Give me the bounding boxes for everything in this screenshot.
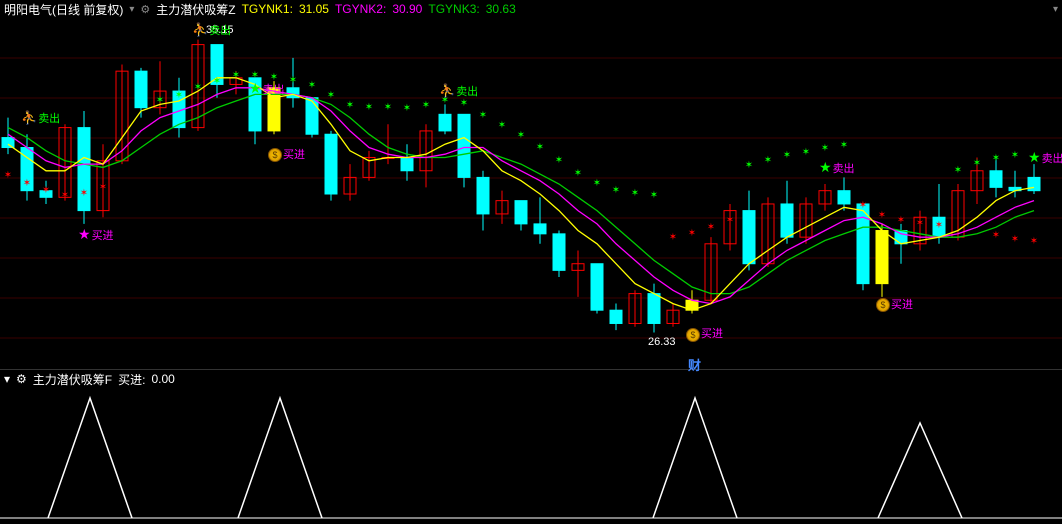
sub-indicator-name: 主力潜伏吸筹F xyxy=(33,371,112,388)
svg-text:✶: ✶ xyxy=(384,102,392,113)
svg-text:✶: ✶ xyxy=(80,188,88,199)
signal-buy: ★买进 xyxy=(78,226,114,243)
svg-text:✶: ✶ xyxy=(403,103,411,114)
tgynk3-value: 30.63 xyxy=(486,2,516,16)
person-icon: ⛹ xyxy=(192,22,208,37)
sub-indicator-chart[interactable] xyxy=(0,388,1062,524)
svg-text:✶: ✶ xyxy=(460,98,468,109)
svg-text:✶: ✶ xyxy=(745,160,753,171)
signal-sell: ★卖出 xyxy=(819,159,855,176)
svg-text:✶: ✶ xyxy=(574,168,582,179)
svg-text:✶: ✶ xyxy=(555,155,563,166)
signal-buy: $买进 xyxy=(876,296,913,312)
person-icon: ⛹ xyxy=(21,110,37,125)
svg-text:✶: ✶ xyxy=(194,82,202,93)
settings-icon[interactable]: ⚙ xyxy=(140,3,150,16)
svg-text:✶: ✶ xyxy=(992,230,1000,241)
svg-text:✶: ✶ xyxy=(346,100,354,111)
svg-text:✶: ✶ xyxy=(973,158,981,169)
star-icon: ★ xyxy=(249,80,262,96)
signal-sell: ⛹卖出 xyxy=(439,83,478,99)
svg-text:✶: ✶ xyxy=(707,222,715,233)
svg-text:✶: ✶ xyxy=(61,190,69,201)
person-icon: ⛹ xyxy=(439,83,455,98)
svg-text:✶: ✶ xyxy=(897,215,905,226)
sub-header: ▾ ⚙ 主力潜伏吸筹F 买进: 0.00 xyxy=(0,370,1062,388)
svg-text:✶: ✶ xyxy=(232,70,240,81)
candlestick-chart[interactable]: ✶ ✶ ✶ ✶ ✶ ✶ ✶ ✶ ✶ ✶ ✶ ✶ ✶ ✶ ✶ ✶ ✶ ✶ ✶ ✶ ✶ ✶ ✶ ✶ ✶ ✶ ✶ ✶ ✶ ✶ ✶ ✶ ✶ ✶ ✶ ✶ ✶ ✶ ✶ ✶… xyxy=(0,18,1062,370)
svg-text:✶: ✶ xyxy=(1011,234,1019,245)
svg-text:✶: ✶ xyxy=(156,95,164,106)
star-icon: ★ xyxy=(1028,149,1041,165)
sub-value: 0.00 xyxy=(151,372,174,386)
svg-text:✶: ✶ xyxy=(593,178,601,189)
svg-text:✶: ✶ xyxy=(783,150,791,161)
svg-text:✶: ✶ xyxy=(612,185,620,196)
svg-text:✶: ✶ xyxy=(935,220,943,231)
signal-buy: $买进 xyxy=(268,146,305,162)
svg-text:✶: ✶ xyxy=(327,90,335,101)
indicator-name: 主力潜伏吸筹Z xyxy=(156,1,235,18)
dropdown-icon[interactable]: ▾ xyxy=(129,4,134,15)
svg-text:✶: ✶ xyxy=(4,170,12,181)
sub-label: 买进: xyxy=(118,371,145,388)
star-icon: ★ xyxy=(819,159,832,175)
svg-text:✶: ✶ xyxy=(289,75,297,86)
low-price-label: 26.33 xyxy=(648,336,676,348)
svg-text:✶: ✶ xyxy=(365,102,373,113)
svg-text:✶: ✶ xyxy=(802,147,810,158)
signal-sell: ★卖出 xyxy=(1028,149,1062,166)
svg-text:✶: ✶ xyxy=(992,153,1000,164)
svg-text:✶: ✶ xyxy=(669,232,677,243)
svg-text:✶: ✶ xyxy=(726,215,734,226)
svg-text:✶: ✶ xyxy=(954,165,962,176)
coin-icon: $ xyxy=(268,148,282,162)
svg-text:✶: ✶ xyxy=(308,80,316,91)
stock-title: 明阳电气(日线 前复权) xyxy=(4,1,123,18)
svg-text:✶: ✶ xyxy=(517,130,525,141)
coin-icon: $ xyxy=(686,328,700,342)
svg-text:✶: ✶ xyxy=(764,155,772,166)
star-icon: ★ xyxy=(78,226,91,242)
svg-text:✶: ✶ xyxy=(859,200,867,211)
svg-text:✶: ✶ xyxy=(213,76,221,87)
sub-settings-icon[interactable]: ⚙ xyxy=(16,372,27,386)
tgynk1-label: TGYNK1: xyxy=(242,2,293,16)
signal-sell: ⛹卖出 xyxy=(192,22,231,38)
svg-text:✶: ✶ xyxy=(42,185,50,196)
svg-text:✶: ✶ xyxy=(99,182,107,193)
svg-text:✶: ✶ xyxy=(175,90,183,101)
svg-text:✶: ✶ xyxy=(1030,236,1038,247)
svg-text:✶: ✶ xyxy=(821,143,829,154)
svg-text:✶: ✶ xyxy=(536,142,544,153)
sub-dropdown-icon[interactable]: ▾ xyxy=(4,372,10,386)
tgynk1-value: 31.05 xyxy=(299,2,329,16)
svg-text:✶: ✶ xyxy=(631,188,639,199)
svg-text:✶: ✶ xyxy=(650,190,658,201)
tgynk2-label: TGYNK2: xyxy=(335,2,386,16)
svg-text:✶: ✶ xyxy=(688,228,696,239)
main-header: 明阳电气(日线 前复权) ▾ ⚙ 主力潜伏吸筹Z TGYNK1: 31.05 T… xyxy=(0,0,1062,18)
signal-sell: ★卖出 xyxy=(249,80,285,97)
signal-sell: ⛹卖出 xyxy=(21,110,60,126)
coin-icon: $ xyxy=(876,298,890,312)
tgynk2-value: 30.90 xyxy=(392,2,422,16)
signal-buy: $买进 xyxy=(686,325,723,341)
svg-text:✶: ✶ xyxy=(498,120,506,131)
collapse-icon[interactable]: ▾ xyxy=(1053,4,1058,15)
svg-text:✶: ✶ xyxy=(422,100,430,111)
svg-text:✶: ✶ xyxy=(878,210,886,221)
svg-text:✶: ✶ xyxy=(1011,150,1019,161)
svg-text:✶: ✶ xyxy=(840,140,848,151)
svg-text:✶: ✶ xyxy=(23,178,31,189)
svg-text:✶: ✶ xyxy=(916,218,924,229)
svg-text:✶: ✶ xyxy=(479,110,487,121)
tgynk3-label: TGYNK3: xyxy=(428,2,479,16)
